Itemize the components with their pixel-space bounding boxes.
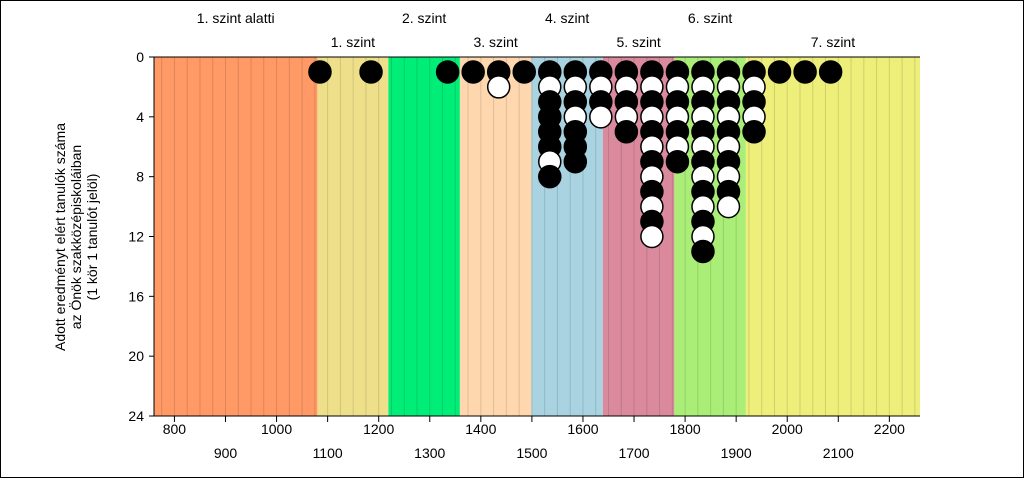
student-marker-black bbox=[665, 149, 690, 174]
student-marker-white bbox=[486, 75, 511, 99]
x-tick-label: 1000 bbox=[261, 421, 292, 437]
level-band bbox=[745, 57, 920, 416]
student-marker-black bbox=[563, 149, 588, 174]
student-marker-black bbox=[818, 60, 843, 84]
level-label: 7. szint bbox=[811, 34, 855, 50]
student-marker-black bbox=[308, 60, 332, 84]
y-tick-label: 16 bbox=[128, 288, 144, 304]
x-tick-label: 1500 bbox=[516, 445, 547, 461]
y-axis-label-line-3: (1 kör 1 tanulót jelöl) bbox=[84, 173, 100, 301]
level-band bbox=[459, 57, 532, 416]
level-label: 2. szint bbox=[402, 10, 446, 26]
level-label: 1. szint alatti bbox=[197, 10, 275, 26]
student-marker-black bbox=[742, 120, 766, 144]
level-band bbox=[388, 57, 460, 416]
x-tick-label: 1700 bbox=[618, 445, 649, 461]
level-label: 3. szint bbox=[473, 34, 517, 50]
y-axis-label-line-2: az Önök szakközépiskoláiban bbox=[68, 144, 84, 330]
x-tick-label: 1900 bbox=[721, 445, 752, 461]
x-tick-label: 1400 bbox=[465, 421, 496, 437]
y-tick-label: 12 bbox=[128, 229, 144, 245]
level-band bbox=[154, 57, 318, 416]
student-marker-black bbox=[793, 60, 817, 84]
x-tick-label: 1800 bbox=[670, 421, 701, 437]
student-marker-white bbox=[640, 224, 664, 249]
level-label: 1. szint bbox=[331, 34, 375, 50]
y-axis-label-line-1: Adott eredményt elért tanulók száma bbox=[52, 123, 68, 352]
x-tick-label: 900 bbox=[214, 445, 238, 461]
student-marker-black bbox=[435, 60, 460, 84]
level-band bbox=[317, 57, 389, 416]
x-tick-label: 1600 bbox=[567, 421, 598, 437]
x-tick-label: 2100 bbox=[823, 445, 854, 461]
x-tick-label: 2200 bbox=[874, 421, 905, 437]
y-tick-label: 20 bbox=[128, 348, 144, 364]
x-tick-label: 800 bbox=[163, 421, 187, 437]
student-marker-black bbox=[767, 60, 792, 84]
student-marker-black bbox=[359, 60, 383, 84]
x-tick-label: 1200 bbox=[363, 421, 394, 437]
student-marker-black bbox=[461, 60, 485, 84]
student-marker-black bbox=[512, 60, 536, 84]
level-label: 5. szint bbox=[616, 34, 660, 50]
student-marker-white bbox=[716, 194, 741, 219]
student-marker-white bbox=[589, 105, 613, 129]
student-marker-black bbox=[538, 164, 562, 189]
x-tick-label: 1100 bbox=[313, 445, 343, 461]
y-tick-label: 0 bbox=[136, 49, 144, 65]
x-tick-label: 1300 bbox=[414, 445, 445, 461]
level-label: 6. szint bbox=[688, 10, 732, 26]
y-tick-label: 24 bbox=[128, 408, 144, 424]
student-marker-black bbox=[691, 239, 715, 264]
y-tick-label: 8 bbox=[136, 169, 144, 185]
y-tick-label: 4 bbox=[136, 109, 144, 125]
y-axis-label: Adott eredményt elért tanulók száma az Ö… bbox=[1, 57, 151, 417]
level-label: 4. szint bbox=[545, 10, 589, 26]
x-tick-label: 2000 bbox=[772, 421, 803, 437]
student-marker-black bbox=[614, 120, 639, 144]
